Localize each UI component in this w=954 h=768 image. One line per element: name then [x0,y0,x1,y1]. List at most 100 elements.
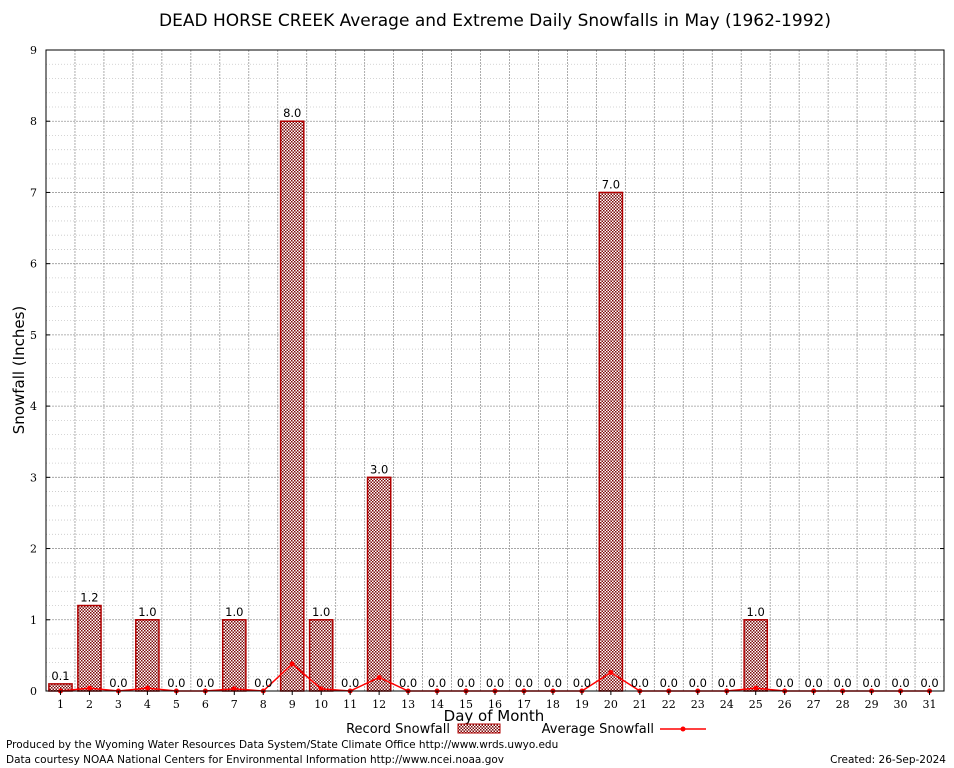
data-label-day-21: 0.0 [631,676,649,690]
x-tick-label-12: 12 [372,698,386,711]
legend: Record Snowfall Average Snowfall [346,722,706,737]
legend-record-label: Record Snowfall [346,722,450,737]
data-label-day-29: 0.0 [862,676,880,690]
data-label-day-12: 3.0 [370,462,388,476]
average-point-day-7 [231,686,237,692]
average-point-day-10 [318,686,324,692]
data-label-day-26: 0.0 [776,676,794,690]
data-label-day-17: 0.0 [515,676,533,690]
x-tick-label-8: 8 [260,698,267,711]
y-tick-label-7: 7 [30,186,37,199]
x-tick-label-11: 11 [343,698,357,711]
data-label-day-19: 0.0 [573,676,591,690]
y-tick-label-4: 4 [30,400,37,413]
data-label-day-6: 0.0 [196,676,214,690]
bar-day-7 [221,619,247,692]
bar-day-12 [366,476,392,692]
y-tick-label-9: 9 [30,44,37,57]
data-label-day-7: 1.0 [225,605,243,619]
data-label-day-24: 0.0 [718,676,736,690]
data-label-day-31: 0.0 [920,676,938,690]
data-label-day-27: 0.0 [804,676,822,690]
y-tick-label-3: 3 [30,471,37,484]
chart-title: DEAD HORSE CREEK Average and Extreme Dai… [159,11,831,31]
data-label-day-28: 0.0 [833,676,851,690]
legend-record-swatch [457,723,501,734]
x-tick-label-25: 25 [749,698,763,711]
x-tick-label-17: 17 [517,698,531,711]
data-label-day-5: 0.0 [167,676,185,690]
data-label-day-11: 0.0 [341,676,359,690]
record-snowfall-bars [48,120,769,692]
data-label-day-3: 0.0 [109,676,127,690]
x-tick-label-9: 9 [289,698,296,711]
y-tick-label-5: 5 [30,329,37,342]
average-point-day-4 [144,685,150,691]
bar-data-labels: 0.1 1.2 0.0 1.0 0.0 0.0 1.0 0.0 8.0 1.0 0.0 3.0 0.0 0… [51,106,938,690]
x-tick-label-23: 23 [691,698,705,711]
grid [46,49,944,692]
plot-frame [45,49,945,692]
bar-day-25 [743,619,769,692]
average-point-day-2 [86,685,92,691]
legend-average-label: Average Snowfall [542,722,654,737]
x-tick-label-5: 5 [173,698,180,711]
bar-day-9 [279,120,305,692]
data-label-day-14: 0.0 [428,676,446,690]
average-point-day-12 [376,674,382,680]
x-tick-label-16: 16 [488,698,502,711]
x-tick-label-15: 15 [459,698,473,711]
data-label-day-13: 0.0 [399,676,417,690]
footer-produced-by: Produced by the Wyoming Water Resources … [6,739,558,751]
bar-day-4 [135,619,160,692]
bar-day-20 [598,191,624,692]
bar-day-10 [308,619,334,692]
x-tick-label-7: 7 [231,698,238,711]
x-tick-label-18: 18 [546,698,560,711]
footer-data-courtesy: Data courtesy NOAA National Centers for … [6,754,504,766]
bar-day-2 [77,604,102,692]
x-tick-label-6: 6 [202,698,209,711]
x-tick-label-10: 10 [314,698,328,711]
average-point-day-25 [753,685,759,691]
data-label-day-20: 7.0 [602,177,620,191]
data-label-day-4: 1.0 [138,605,156,619]
x-axis-ticks: 1 2 3 4 5 6 7 8 9 10 11 12 13 14 15 16 17 18 19 20 21 22 23 24 2… [57,691,937,711]
y-tick-label-0: 0 [30,685,37,698]
x-tick-label-20: 20 [604,698,618,711]
x-tick-label-19: 19 [575,698,589,711]
x-tick-label-3: 3 [115,698,122,711]
data-label-day-8: 0.0 [254,676,272,690]
y-axis-ticks: 0 1 2 3 4 5 6 7 8 9 [30,44,944,698]
data-label-day-16: 0.0 [486,676,504,690]
y-tick-label-6: 6 [30,258,37,271]
data-label-day-25: 1.0 [747,605,765,619]
average-point-day-9 [289,661,295,667]
x-tick-label-14: 14 [430,698,444,711]
data-label-day-10: 1.0 [312,605,330,619]
data-label-day-2: 1.2 [80,591,98,605]
data-label-day-1: 0.1 [51,669,69,683]
x-tick-label-27: 27 [807,698,821,711]
data-label-day-22: 0.0 [660,676,678,690]
x-tick-label-24: 24 [720,698,734,711]
x-axis-label: Day of Month [444,707,545,725]
data-label-day-23: 0.0 [689,676,707,690]
x-tick-label-29: 29 [865,698,879,711]
data-label-day-30: 0.0 [891,676,909,690]
data-label-day-18: 0.0 [544,676,562,690]
x-tick-label-30: 30 [894,698,908,711]
x-tick-label-13: 13 [401,698,415,711]
x-tick-label-2: 2 [86,698,93,711]
x-tick-label-22: 22 [662,698,676,711]
x-tick-label-26: 26 [778,698,792,711]
data-label-day-15: 0.0 [457,676,475,690]
x-tick-label-1: 1 [57,698,64,711]
y-tick-label-1: 1 [30,614,37,627]
y-tick-label-2: 2 [30,543,37,556]
average-point-day-20 [608,669,614,675]
legend-average-marker [680,726,686,732]
footer-created-date: Created: 26-Sep-2024 [830,754,946,766]
y-axis-label: Snowfall (Inches) [10,306,28,434]
